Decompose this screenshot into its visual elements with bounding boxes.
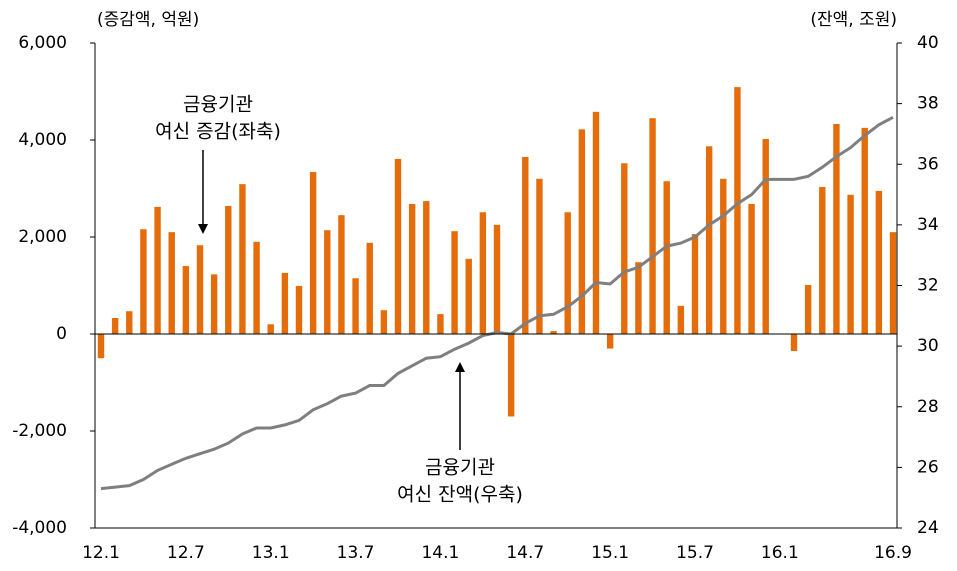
bar [338,215,345,334]
bar [493,224,501,334]
bar [606,334,614,349]
bar [691,234,699,334]
bar [705,146,713,334]
bar [677,305,685,334]
y-axis-label: (증감액, 억원) [97,10,199,30]
y-tick-label: 0 [56,324,67,344]
bar [720,178,727,334]
bar [437,314,444,334]
bar [352,278,359,334]
bar [210,274,218,334]
y2-tick-label: 38 [917,94,939,114]
bar [847,194,854,334]
annotation: 여신 증감(좌축) [155,121,281,143]
y2-tick-label: 30 [917,336,939,356]
bar [295,285,303,334]
bar [861,127,868,334]
bar [267,324,274,334]
bar [522,156,529,334]
y2-axis-label: (잔액, 조원) [810,10,897,30]
x-tick-label: 16.9 [874,543,912,563]
bar [168,232,175,334]
bar [324,230,331,334]
bar [507,334,515,417]
bar [154,206,161,334]
bar [578,129,586,334]
annotation: 금융기관 [425,457,495,479]
bar [111,317,119,334]
bar [790,334,798,351]
y-tick-label: 4,000 [18,130,67,150]
bar [621,163,628,334]
bar [734,87,741,334]
bar [635,262,642,334]
x-tick-label: 15.7 [676,543,714,563]
y-tick-label: -4,000 [12,518,67,538]
bar [408,204,416,334]
bar [253,241,260,334]
annotation: 여신 잔액(우축) [397,484,523,506]
bar [126,311,133,334]
bar [649,118,656,334]
bar [196,245,204,334]
bar [833,123,840,335]
y2-tick-label: 32 [917,276,939,296]
y2-tick-label: 28 [917,397,939,417]
y2-tick-label: 34 [917,215,939,235]
y2-tick-label: 36 [917,154,939,174]
bar [239,184,246,334]
arrow-head [198,224,208,234]
x-tick-label: 14.1 [421,543,459,563]
y2-tick-label: 24 [917,518,939,538]
x-tick-label: 15.1 [591,543,629,563]
bar [592,111,600,335]
bar [550,331,557,334]
bar [762,139,769,334]
y2-tick-label: 26 [917,457,939,477]
x-tick-label: 16.1 [761,543,799,563]
y-tick-label: 2,000 [18,227,67,247]
bar [366,242,373,334]
x-tick-label: 14.7 [506,543,544,563]
bar [465,258,472,334]
bar [309,172,317,334]
bar [97,334,105,359]
bar [819,187,826,334]
bar [748,204,755,334]
line [100,115,894,491]
x-tick-label: 12.1 [82,543,120,563]
bar [140,229,147,334]
y2-tick-label: 40 [917,33,939,53]
bar [182,266,190,334]
bar [663,181,670,334]
bar [451,231,458,334]
x-tick-label: 13.1 [252,543,290,563]
x-tick-label: 12.7 [167,543,205,563]
bar [281,272,289,334]
bar [225,205,232,334]
bar [889,232,897,334]
bar [394,158,402,334]
bar [423,201,430,334]
bar [804,285,812,334]
bar [479,212,487,334]
arrow-head [455,362,465,372]
y-tick-label: 6,000 [18,33,67,53]
bar [380,310,388,334]
x-tick-label: 13.7 [337,543,375,563]
y-tick-label: -2,000 [12,421,67,441]
bar [564,212,571,334]
annotation: 금융기관 [183,94,253,116]
bar [875,190,883,334]
bar [536,178,543,334]
